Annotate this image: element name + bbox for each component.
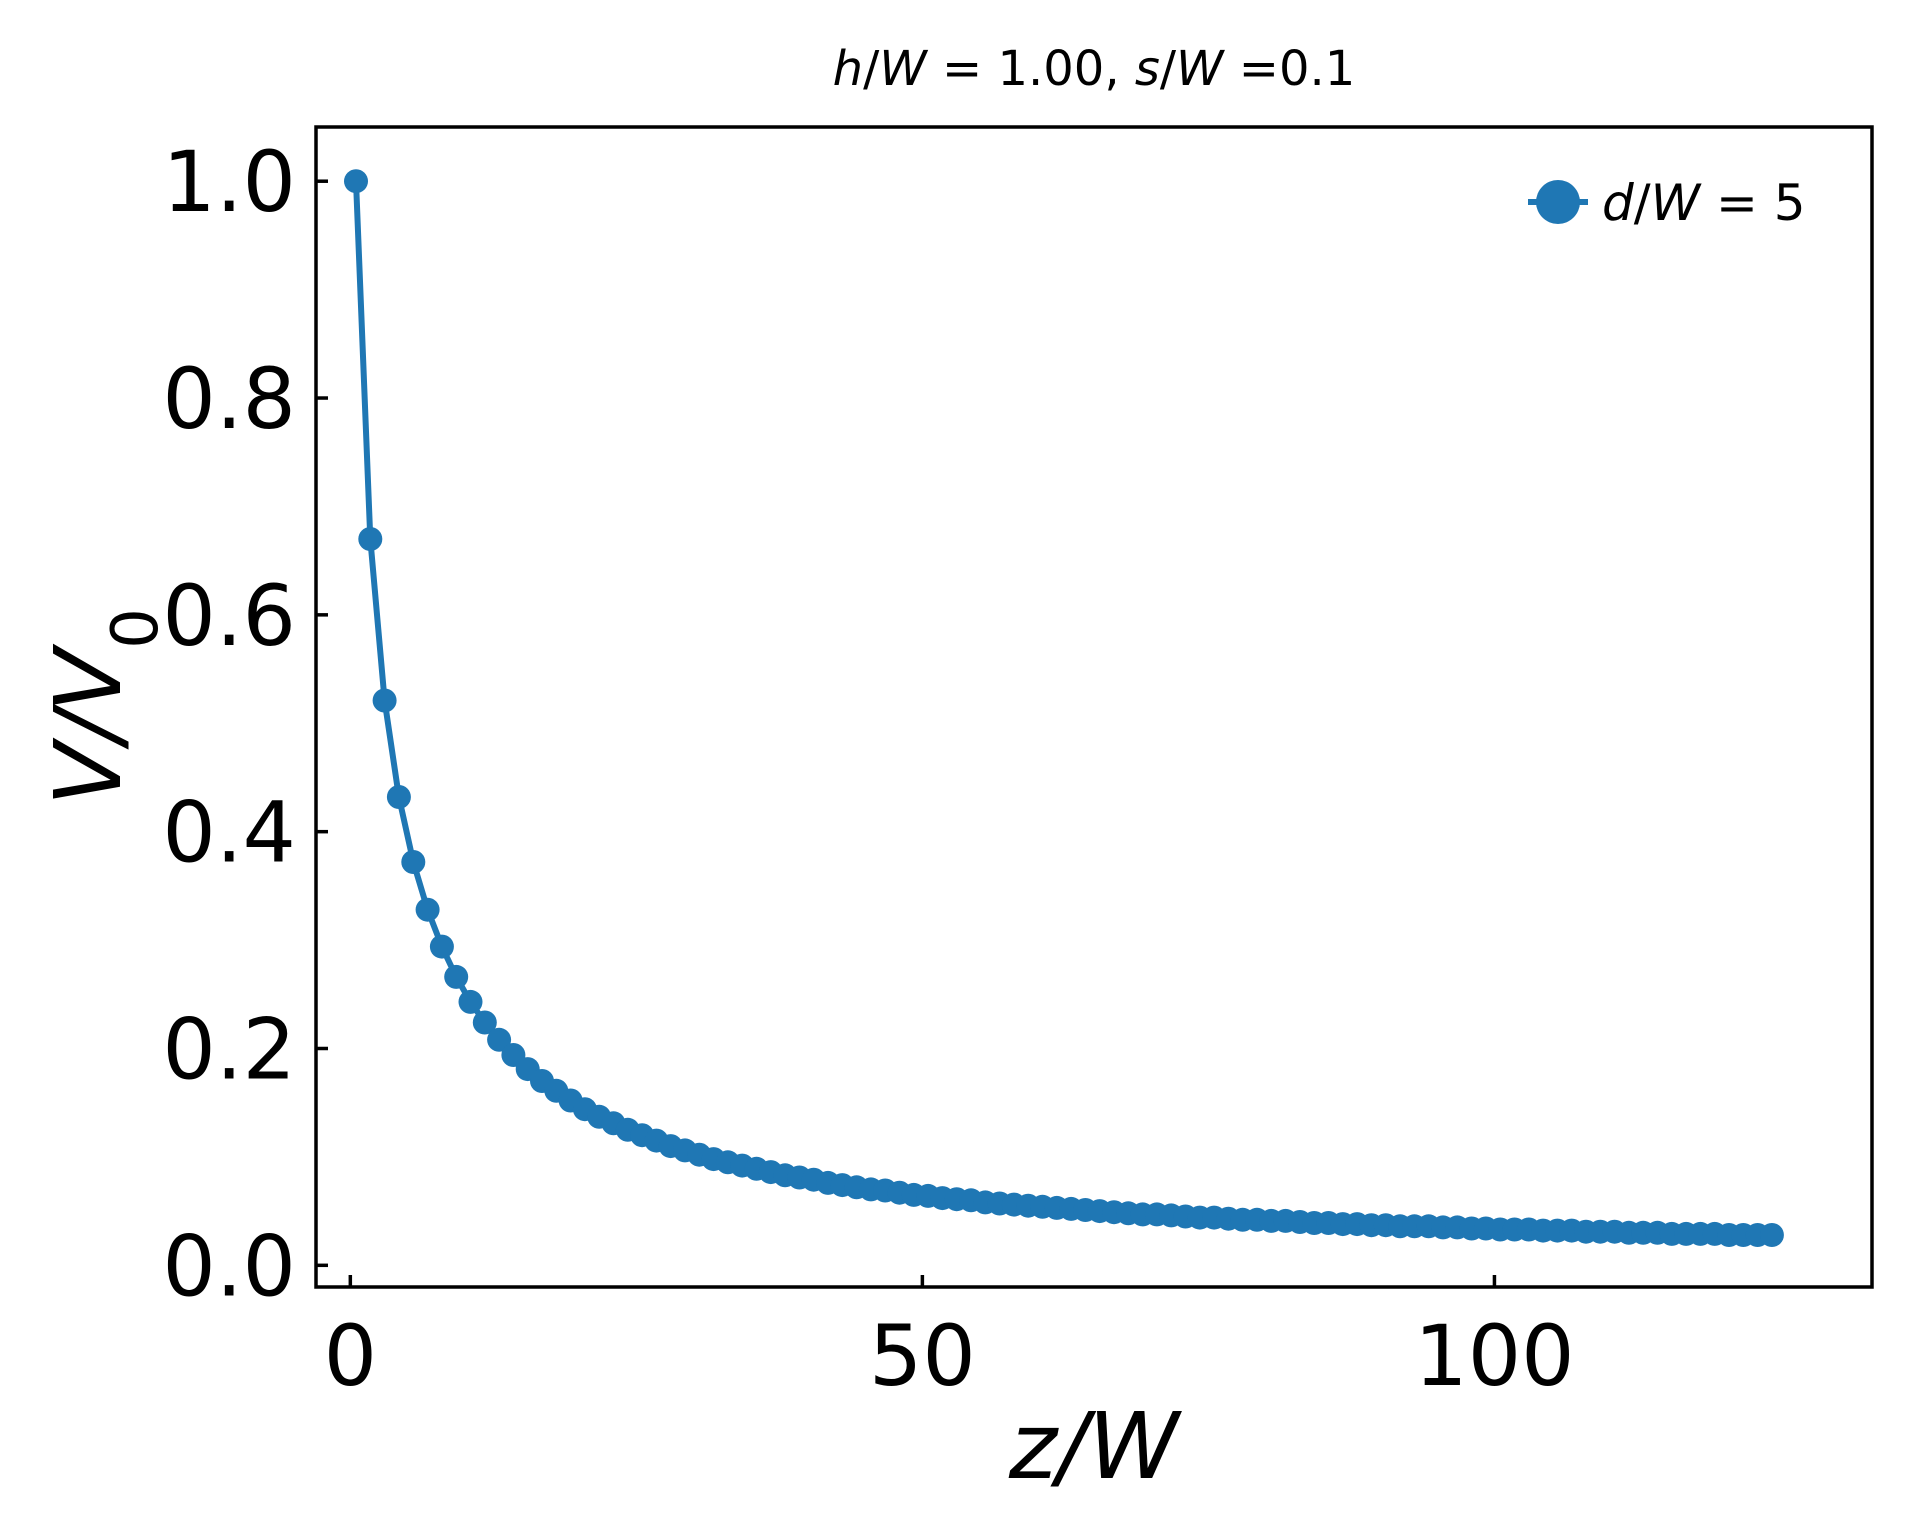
series-line — [353, 181, 1772, 1238]
y-axis-label: V/V0 — [35, 608, 173, 806]
x-tick-label: 100 — [1414, 1307, 1574, 1405]
legend-label: d/W = 5 — [1602, 174, 1806, 232]
chart-title: h/W = 1.00, s/W =0.1 — [833, 41, 1356, 97]
y-tick-label: 0.6 — [162, 567, 296, 665]
y-tick-label: 1.0 — [162, 133, 296, 231]
y-axis: 0.0 0.2 0.4 0.6 0.8 1.0 — [162, 133, 328, 1315]
data-point — [472, 1010, 497, 1035]
y-tick-label: 0.0 — [162, 1217, 296, 1315]
data-point — [415, 897, 440, 922]
legend-marker — [1536, 180, 1580, 224]
y-tick-label: 0.4 — [162, 784, 296, 882]
data-point — [444, 964, 469, 989]
legend: d/W = 5 — [1528, 174, 1806, 232]
data-point — [458, 989, 483, 1014]
series-layer — [344, 169, 1784, 1247]
data-point — [1759, 1223, 1784, 1247]
x-axis: 0 50 100 — [324, 1275, 1575, 1405]
x-tick-label: 50 — [869, 1307, 976, 1405]
data-point — [344, 169, 368, 194]
x-axis-label: z/W — [1008, 1393, 1182, 1500]
data-point — [429, 934, 454, 959]
data-point — [386, 785, 411, 809]
data-point — [401, 850, 426, 874]
data-point — [487, 1027, 512, 1052]
x-tick-label: 0 — [324, 1307, 377, 1405]
data-point — [372, 688, 397, 713]
series-points — [344, 169, 1784, 1247]
plot-frame — [314, 125, 1874, 1289]
data-point — [358, 527, 383, 551]
y-tick-label: 0.8 — [162, 350, 296, 448]
y-tick-label: 0.2 — [162, 1000, 296, 1098]
